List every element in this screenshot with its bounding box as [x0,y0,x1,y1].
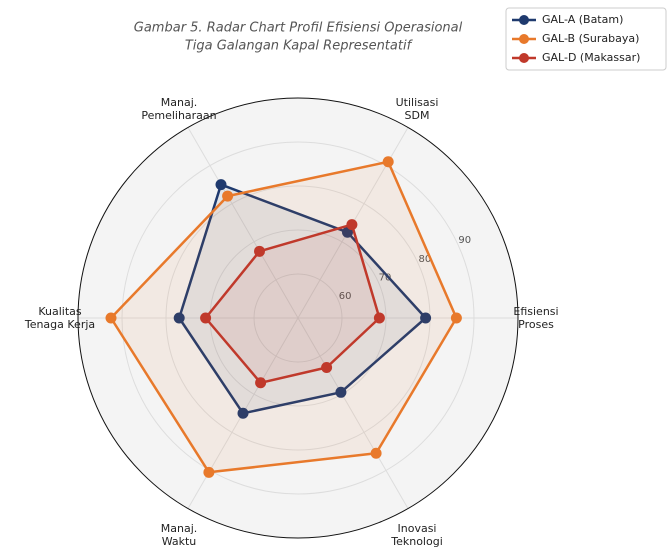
point [420,312,432,324]
point [382,156,394,168]
r-tick-label: 70 [379,272,392,283]
axis-label: Kualitas [38,305,82,318]
r-tick-label: 90 [458,235,471,246]
point [203,466,215,478]
axis-label: SDM [405,109,430,122]
plot-border [77,97,519,539]
legend-label: GAL-A (Batam) [542,13,623,26]
point [222,190,234,202]
point [346,219,358,231]
axis-label: Waktu [162,535,197,548]
legend-label: GAL-B (Surabaya) [542,32,639,45]
chart-title: Gambar 5. Radar Chart Profil Efisiensi O… [134,21,463,36]
axis-label: Proses [518,318,554,331]
point [173,312,185,324]
point [254,245,265,257]
point [373,312,385,324]
axis-label: Manaj. [161,522,198,535]
point [105,312,117,324]
axis-label: Pemeliharaan [141,109,216,122]
grid-spoke [187,127,299,319]
legend-box [505,7,667,71]
point [255,377,267,389]
chart-title: Tiga Galangan Kapal Representatif [185,39,414,54]
legend-marker [519,15,529,25]
grid-spoke [297,317,409,509]
legend-marker [519,34,529,44]
legend-marker [519,53,529,63]
point [215,179,227,191]
axis-label: Efisiensi [513,305,558,318]
point [370,447,382,459]
r-tick-label: 80 [419,254,432,265]
r-tick-label: 60 [339,291,352,302]
point [335,386,347,398]
axis-label: Tenaga Kerja [24,318,95,331]
point [321,362,333,374]
point [200,312,212,324]
legend-label: GAL-D (Makassar) [542,51,640,64]
axis-label: Inovasi [398,522,437,535]
axis-label: Utilisasi [396,96,439,109]
point [237,407,249,419]
point [450,312,462,324]
axis-label: Teknologi [390,535,443,548]
axis-label: Manaj. [161,96,198,109]
